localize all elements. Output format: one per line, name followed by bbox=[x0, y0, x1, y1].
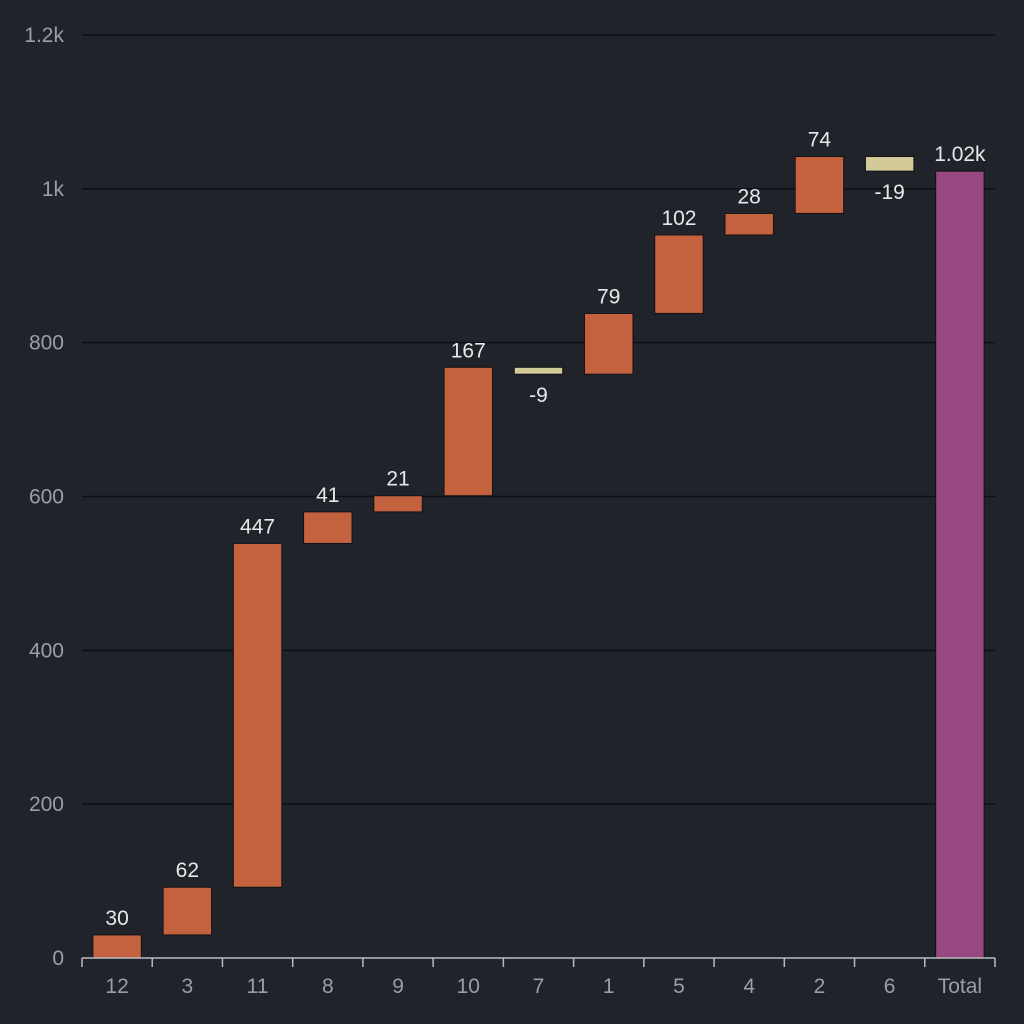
x-tick-label: 3 bbox=[182, 975, 194, 998]
x-tick-label: 12 bbox=[105, 975, 128, 998]
x-tick-label: 5 bbox=[673, 975, 685, 998]
data-label: 102 bbox=[661, 207, 696, 230]
bar-2 bbox=[794, 156, 845, 214]
bar-6 bbox=[864, 156, 915, 172]
data-labels: 30 62 447 41 21 167 -9 79 102 28 74 -19 1.02k bbox=[105, 129, 986, 930]
x-tick-label: Total bbox=[938, 975, 982, 998]
x-tick-label: 10 bbox=[457, 975, 480, 998]
bar-9 bbox=[373, 495, 423, 513]
x-tick-label: 1 bbox=[603, 975, 615, 998]
y-tick-label: 1k bbox=[42, 178, 65, 201]
bar-8 bbox=[303, 511, 353, 544]
data-label: 167 bbox=[451, 339, 486, 362]
y-tick-label: 1.2k bbox=[24, 24, 64, 47]
bar-11 bbox=[232, 542, 283, 888]
bar-12 bbox=[92, 934, 142, 959]
bar-5 bbox=[654, 234, 704, 314]
y-axis-tick-labels: 0 200 400 600 800 1k 1.2k bbox=[24, 24, 64, 970]
bar-1 bbox=[584, 312, 634, 375]
data-label: 79 bbox=[597, 285, 620, 308]
bar-total bbox=[935, 170, 985, 959]
data-label: 28 bbox=[738, 185, 761, 208]
y-tick-label: 600 bbox=[29, 486, 64, 509]
data-label: 447 bbox=[240, 515, 275, 538]
x-tick-label: 11 bbox=[247, 975, 269, 998]
data-label: 1.02k bbox=[934, 143, 986, 166]
bars bbox=[92, 156, 985, 959]
data-label: -9 bbox=[529, 384, 548, 407]
bar-7 bbox=[513, 366, 564, 375]
bar-3 bbox=[162, 886, 213, 936]
y-tick-label: 800 bbox=[29, 332, 64, 355]
data-label: 30 bbox=[105, 907, 128, 930]
y-tick-label: 200 bbox=[29, 793, 64, 816]
x-tick-label: 7 bbox=[533, 975, 545, 998]
data-label: 62 bbox=[176, 859, 199, 882]
data-label: 41 bbox=[316, 484, 339, 507]
y-tick-label: 400 bbox=[29, 639, 64, 662]
x-axis: 12 3 11 8 9 10 7 1 5 4 2 6 Total bbox=[81, 957, 996, 998]
bar-4 bbox=[724, 212, 774, 236]
x-tick-label: 2 bbox=[814, 975, 826, 998]
data-label: 74 bbox=[808, 129, 832, 152]
x-tick-label: 9 bbox=[392, 975, 404, 998]
x-tick-label: 6 bbox=[884, 975, 896, 998]
x-tick-label: 8 bbox=[322, 975, 334, 998]
grid-lines bbox=[82, 34, 995, 805]
y-tick-label: 0 bbox=[52, 947, 64, 970]
data-label: 21 bbox=[386, 468, 409, 491]
x-tick-label: 4 bbox=[743, 975, 755, 998]
bar-10 bbox=[443, 366, 493, 497]
data-label: -19 bbox=[874, 181, 904, 204]
